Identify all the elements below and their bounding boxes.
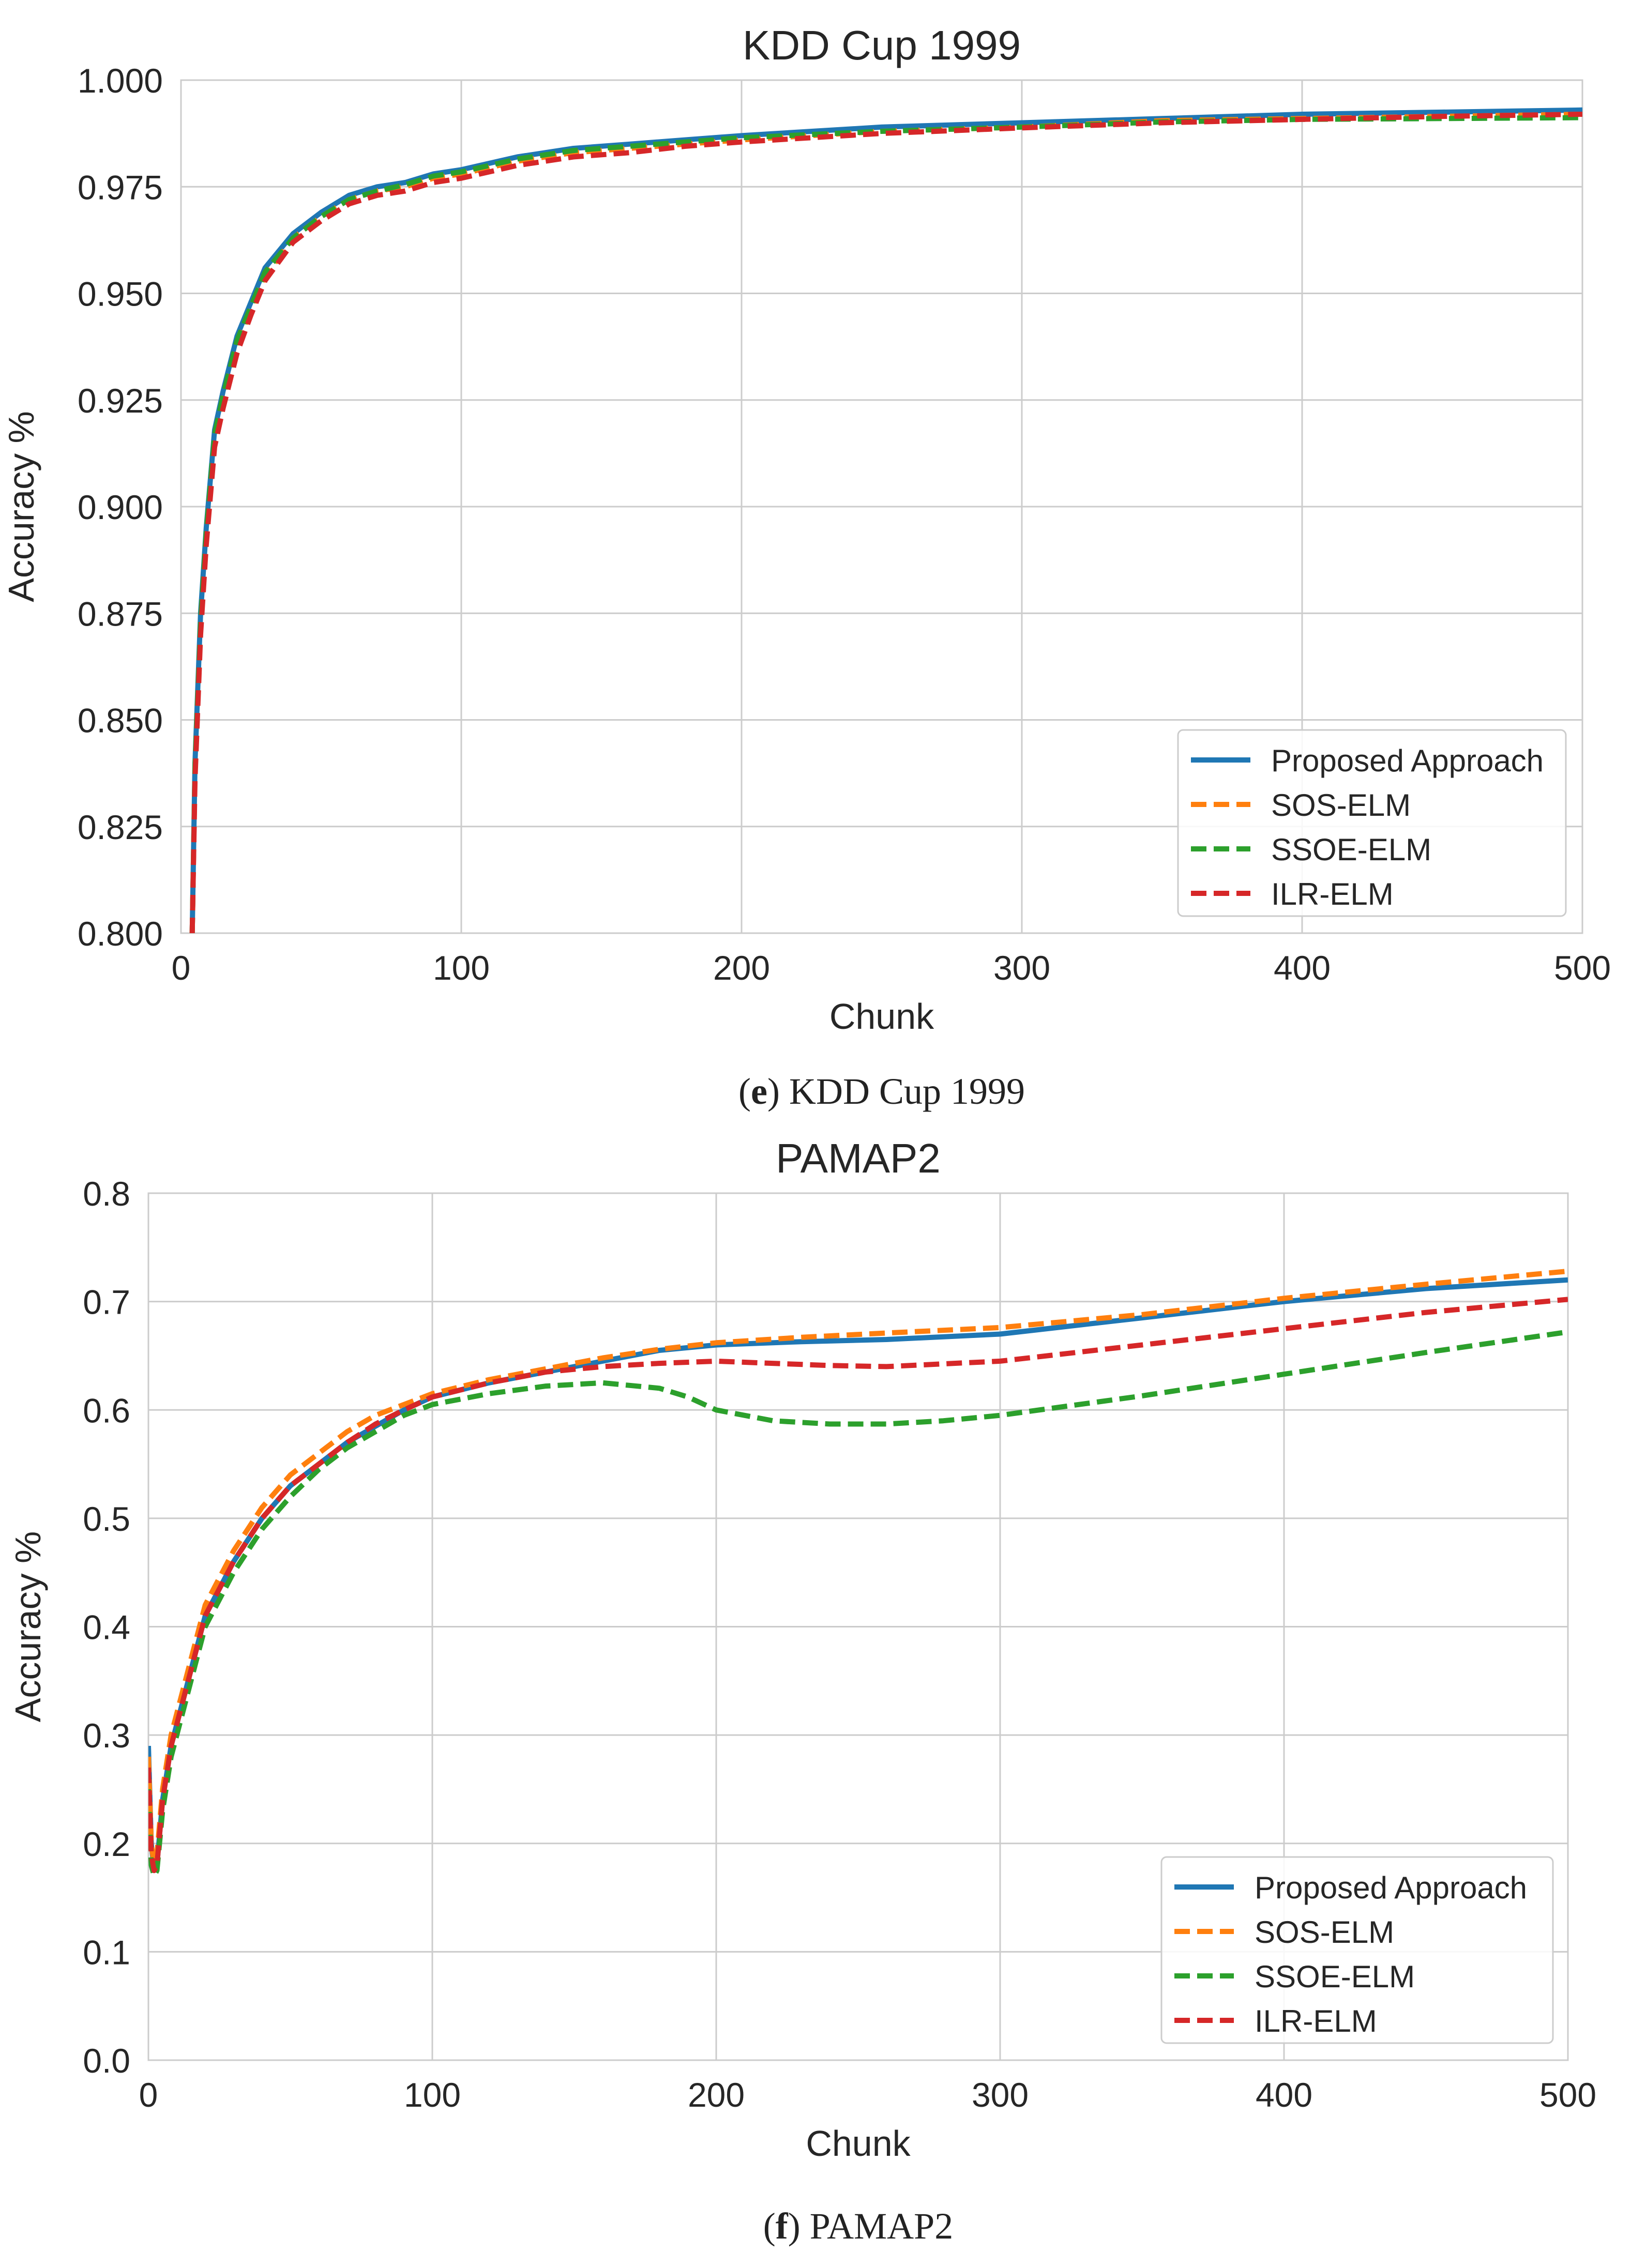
y-tick-label: 0.850 — [78, 702, 163, 740]
plot-frame — [180, 79, 1583, 934]
legend-label: SSOE-ELM — [1271, 832, 1431, 867]
legend-label: ILR-ELM — [1255, 2004, 1377, 2038]
y-tick-label: 0.6 — [83, 1391, 130, 1429]
figure-caption: (f) PAMAP2 — [763, 2205, 953, 2247]
y-tick-label: 0.925 — [78, 382, 163, 420]
y-tick-label: 0.800 — [78, 915, 163, 953]
y-tick-label: 0.0 — [83, 2042, 130, 2080]
legend-label: SOS-ELM — [1255, 1915, 1394, 1950]
x-tick-label: 300 — [993, 949, 1050, 987]
series-line-ilr-elm — [189, 112, 1582, 933]
legend-label: SSOE-ELM — [1255, 1959, 1415, 1994]
legend-label: ILR-ELM — [1271, 877, 1394, 911]
x-axis-label: Chunk — [829, 996, 934, 1037]
x-tick-label: 100 — [433, 949, 490, 987]
plot-frame — [147, 1192, 1569, 2061]
y-tick-label: 0.3 — [83, 1716, 130, 1755]
legend-label: Proposed Approach — [1271, 743, 1544, 778]
chart-1: 0.800 0.825 0.850 0.875 0.900 0.925 0.950 0.975… — [1, 22, 1611, 1037]
x-tick-label: 500 — [1539, 2076, 1596, 2114]
caption-letter: f — [776, 2205, 789, 2247]
y-tick-label: 0.4 — [83, 1608, 130, 1647]
x-tick-label: 200 — [713, 949, 770, 987]
x-tick-label: 100 — [404, 2076, 461, 2114]
legend: Proposed Approach SOS-ELM SSOE-ELM ILR-ELM — [1160, 1856, 1554, 2044]
series-line-ssoe-elm — [189, 115, 1582, 933]
y-tick-label: 0.2 — [83, 1825, 130, 1863]
x-axis-label: Chunk — [806, 2123, 911, 2164]
y-tick-label: 0.900 — [78, 488, 163, 526]
caption-letter: e — [751, 1071, 767, 1112]
series-line-ssoe-elm — [148, 1329, 1568, 1879]
legend-label: SOS-ELM — [1271, 788, 1411, 823]
x-tick-label: 0 — [139, 2076, 158, 2114]
legend-box — [1160, 1856, 1554, 2044]
legend: Proposed Approach SOS-ELM SSOE-ELM ILR-ELM — [1177, 729, 1567, 917]
y-tick-label: 1.000 — [78, 62, 163, 100]
caption-text: PAMAP2 — [801, 2205, 954, 2247]
x-tick-label: 200 — [688, 2076, 745, 2114]
y-tick-label: 0.1 — [83, 1933, 130, 1971]
x-tick-label: 300 — [972, 2076, 1029, 2114]
caption-text: KDD Cup 1999 — [780, 1071, 1025, 1112]
y-tick-label: 0.950 — [78, 275, 163, 313]
y-tick-label: 0.8 — [83, 1175, 130, 1213]
y-axis-label: Accuracy % — [1, 411, 41, 602]
y-tick-label: 0.5 — [83, 1500, 130, 1538]
chart-2: 0.0 0.1 0.2 0.3 0.4 0.5 0.6 0.7 0.8 0 100 200 300 400… — [8, 1135, 1596, 2164]
x-tick-label: 400 — [1274, 949, 1331, 987]
y-tick-label: 0.975 — [78, 168, 163, 206]
y-tick-label: 0.875 — [78, 595, 163, 633]
y-tick-label: 0.825 — [78, 808, 163, 846]
x-tick-label: 0 — [172, 949, 191, 987]
legend-label: Proposed Approach — [1255, 1870, 1527, 1905]
legend-box — [1177, 729, 1567, 917]
chart-title: PAMAP2 — [776, 1135, 941, 1181]
figure-caption: (e) KDD Cup 1999 — [738, 1071, 1025, 1112]
series-line-sos-elm — [148, 1268, 1568, 1868]
y-axis-label: Accuracy % — [8, 1531, 48, 1723]
series-line-proposed-approach — [189, 107, 1582, 933]
x-tick-label: 400 — [1256, 2076, 1312, 2114]
chart-title: KDD Cup 1999 — [743, 22, 1021, 68]
series-line-ilr-elm — [148, 1297, 1568, 1874]
y-tick-label: 0.7 — [83, 1283, 130, 1321]
x-tick-label: 500 — [1554, 949, 1611, 987]
